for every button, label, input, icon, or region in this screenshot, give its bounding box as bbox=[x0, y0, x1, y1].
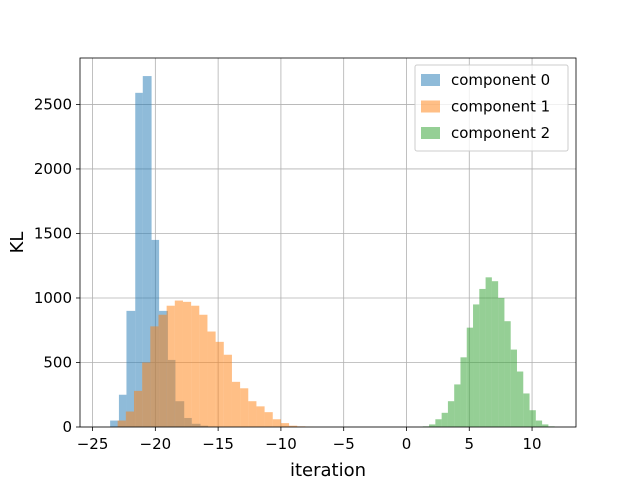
bar bbox=[466, 327, 474, 427]
legend-label: component 1 bbox=[451, 98, 550, 116]
x-tick-label: 10 bbox=[523, 435, 542, 453]
y-axis-ticks: 0 500 1000 1500 2000 2500 bbox=[34, 95, 80, 436]
bar bbox=[207, 331, 216, 427]
bar bbox=[135, 92, 143, 427]
bar bbox=[491, 281, 499, 427]
bar bbox=[429, 424, 436, 427]
bar bbox=[256, 406, 265, 427]
y-tick-label: 1000 bbox=[34, 289, 72, 307]
bar bbox=[498, 297, 505, 427]
bar bbox=[126, 310, 136, 427]
bar bbox=[117, 420, 126, 427]
bar bbox=[441, 412, 448, 427]
y-tick-label: 0 bbox=[62, 418, 72, 436]
bar bbox=[110, 420, 119, 427]
bar bbox=[504, 321, 511, 427]
bar bbox=[516, 371, 524, 427]
bar bbox=[166, 305, 175, 427]
y-tick-label: 2500 bbox=[34, 95, 72, 113]
bar bbox=[523, 393, 530, 427]
bar bbox=[435, 419, 442, 427]
x-tick-label: −10 bbox=[265, 435, 297, 453]
bar bbox=[460, 357, 467, 427]
legend-box bbox=[414, 64, 569, 152]
x-tick-label: −5 bbox=[333, 435, 355, 453]
bar bbox=[473, 304, 480, 427]
x-tick-label: −15 bbox=[202, 435, 234, 453]
bar bbox=[199, 314, 208, 427]
bar bbox=[529, 410, 536, 427]
series-2-bars bbox=[422, 277, 555, 427]
x-tick-label: −25 bbox=[77, 435, 109, 453]
bar bbox=[240, 388, 249, 427]
series-1-bars bbox=[117, 300, 314, 427]
bar bbox=[535, 420, 543, 427]
x-tick-label: 0 bbox=[402, 435, 412, 453]
bar bbox=[133, 390, 143, 427]
legend-label: component 0 bbox=[451, 71, 550, 89]
y-tick-label: 2000 bbox=[34, 160, 72, 178]
bar bbox=[158, 314, 167, 427]
bar bbox=[447, 401, 455, 427]
bar bbox=[280, 423, 290, 427]
bar bbox=[215, 341, 224, 427]
y-tick-label: 500 bbox=[43, 353, 72, 371]
bar bbox=[264, 412, 273, 427]
x-axis-label: iteration bbox=[290, 460, 366, 480]
bar bbox=[248, 401, 257, 427]
x-tick-label: −20 bbox=[140, 435, 172, 453]
bar bbox=[182, 301, 192, 427]
bar bbox=[485, 277, 492, 427]
legend-swatch bbox=[421, 100, 440, 113]
legend-swatch bbox=[421, 127, 440, 139]
legend: component 0 component 1 component 2 bbox=[414, 64, 569, 152]
bar bbox=[510, 349, 517, 427]
bar bbox=[223, 354, 232, 427]
bar bbox=[191, 305, 200, 427]
x-tick-label: 5 bbox=[464, 435, 474, 453]
y-axis-label: KL bbox=[7, 232, 28, 254]
bar bbox=[150, 326, 159, 427]
bar bbox=[125, 411, 134, 427]
bar bbox=[118, 394, 127, 427]
histogram-bars bbox=[110, 76, 555, 428]
bar bbox=[174, 300, 183, 427]
x-axis-ticks: −25 −20 −15 −10 −5 0 5 10 bbox=[77, 427, 542, 453]
bar bbox=[231, 381, 241, 427]
bar bbox=[289, 425, 298, 427]
legend-swatch bbox=[421, 74, 440, 86]
bar bbox=[142, 76, 152, 428]
bar bbox=[454, 384, 461, 427]
bar bbox=[542, 424, 549, 427]
y-tick-label: 1500 bbox=[34, 224, 72, 242]
bar bbox=[479, 288, 486, 427]
bar bbox=[272, 419, 281, 427]
plot-frame bbox=[79, 57, 577, 428]
legend-label: component 2 bbox=[451, 124, 550, 142]
bar bbox=[142, 362, 151, 427]
